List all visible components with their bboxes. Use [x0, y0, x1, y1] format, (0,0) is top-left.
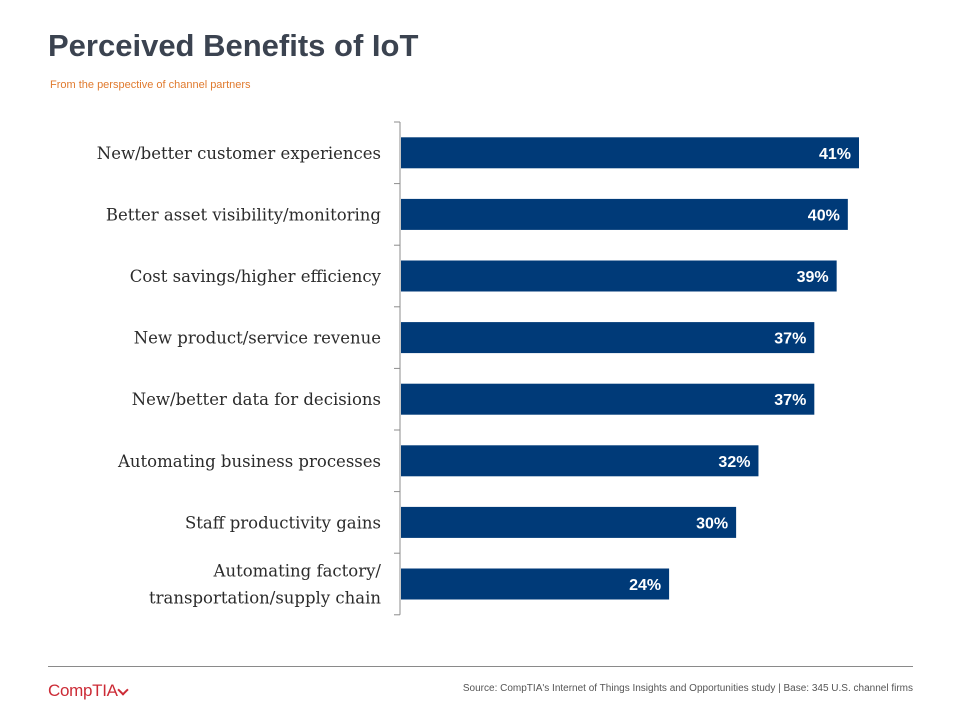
data-label: 37% [774, 331, 806, 348]
page-title: Perceived Benefits of IoT [48, 28, 419, 63]
category-label: Cost savings/higher efficiency [130, 267, 382, 286]
category-label: Automating factory/ [213, 562, 382, 581]
category-label: Better asset visibility/monitoring [106, 205, 382, 224]
data-label: 24% [629, 577, 661, 594]
comptia-logo: CompTIA [48, 681, 129, 701]
data-label: 30% [696, 515, 728, 532]
page-subtitle: From the perspective of channel partners [50, 79, 251, 91]
logo-text: CompTIA [48, 681, 118, 700]
category-label: New/better customer experiences [97, 144, 381, 163]
logo-chevron-icon [117, 684, 129, 696]
data-label: 40% [808, 207, 840, 224]
source-note: Source: CompTIA's Internet of Things Ins… [462, 683, 913, 694]
bar [401, 322, 815, 354]
bar [401, 383, 815, 415]
data-label: 39% [797, 269, 829, 286]
bar [401, 568, 670, 600]
data-label: 37% [774, 392, 806, 409]
category-label: transportation/supply chain [149, 589, 381, 608]
category-label: Automating business processes [117, 452, 381, 471]
bar [401, 137, 859, 169]
category-label: Staff productivity gains [185, 513, 381, 532]
bar [401, 198, 848, 230]
footer-divider [48, 666, 913, 667]
bar [401, 445, 759, 477]
bar [401, 260, 837, 292]
data-label: 41% [819, 146, 851, 163]
category-label: New product/service revenue [134, 329, 381, 348]
bar [401, 506, 737, 538]
data-label: 32% [718, 454, 750, 471]
category-label: New/better data for decisions [132, 390, 381, 409]
bar-chart: 41% New/better customer experiences 40% Bet… [97, 121, 859, 616]
